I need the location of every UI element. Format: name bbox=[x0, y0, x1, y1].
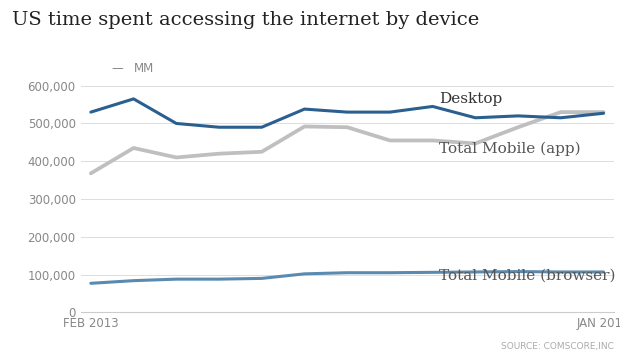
Text: Total Mobile (app): Total Mobile (app) bbox=[440, 142, 581, 156]
Text: US time spent accessing the internet by device: US time spent accessing the internet by … bbox=[12, 11, 480, 29]
Text: MM: MM bbox=[133, 62, 154, 75]
Text: —: — bbox=[111, 62, 123, 75]
Text: SOURCE: COMSCORE,INC: SOURCE: COMSCORE,INC bbox=[501, 343, 614, 351]
Text: Total Mobile (browser): Total Mobile (browser) bbox=[440, 269, 616, 283]
Text: Desktop: Desktop bbox=[440, 92, 503, 106]
